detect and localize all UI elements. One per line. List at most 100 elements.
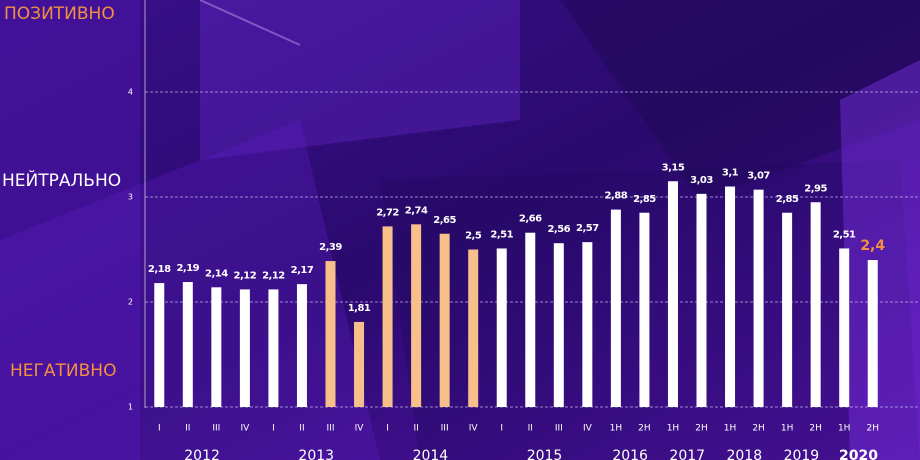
- year-label: 2015: [527, 448, 563, 460]
- year-label: 2019: [784, 448, 820, 460]
- bar: [782, 212, 793, 407]
- year-label: 2017: [669, 448, 705, 460]
- bar: [810, 202, 821, 407]
- bar: [354, 321, 365, 407]
- bar: [610, 209, 621, 407]
- year-label: 2016: [612, 448, 648, 460]
- bar: [525, 232, 536, 407]
- value-label: 2,51: [490, 229, 513, 240]
- bar: [325, 261, 336, 407]
- value-label: 2,85: [776, 194, 799, 205]
- bar: [553, 243, 564, 407]
- zone-label: НЕЙТРАЛЬНО: [2, 169, 121, 191]
- value-label: 2,85: [633, 194, 656, 205]
- bar: [296, 284, 307, 407]
- value-label: 2,12: [234, 270, 257, 281]
- bar: [382, 226, 393, 407]
- y-tick-label: 1: [128, 403, 133, 412]
- bg-shape: [840, 60, 920, 460]
- value-label: 3,1: [722, 168, 739, 179]
- x-tick-label: I: [386, 424, 389, 434]
- x-tick-label: 1H: [610, 424, 623, 434]
- y-tick-label: 4: [128, 88, 133, 97]
- x-tick-label: 2H: [752, 424, 765, 434]
- value-label: 2,95: [804, 183, 827, 194]
- bg-shape: [560, 0, 920, 200]
- bar: [725, 186, 736, 407]
- x-tick-label: 2H: [866, 424, 879, 434]
- zone-label: НЕГАТИВНО: [10, 361, 116, 381]
- bar: [496, 248, 507, 407]
- bar: [268, 289, 279, 407]
- x-tick-label: 1H: [781, 424, 794, 434]
- bg-streak: [199, 0, 301, 46]
- x-tick-label: 1H: [724, 424, 737, 434]
- value-label: 2,65: [433, 215, 456, 226]
- value-label: 2,17: [291, 265, 314, 276]
- x-tick-label: III: [555, 424, 563, 434]
- bg-shape: [380, 160, 920, 460]
- bar: [639, 212, 650, 407]
- value-label: 1,81: [348, 303, 371, 314]
- x-tick-label: IV: [240, 424, 250, 434]
- x-tick-label: III: [327, 424, 335, 434]
- value-label: 3,07: [747, 171, 770, 182]
- bar: [182, 282, 193, 407]
- bar: [154, 283, 165, 407]
- x-tick-label: I: [272, 424, 275, 434]
- value-label: 2,66: [519, 214, 542, 225]
- value-label: 2,14: [205, 268, 228, 279]
- x-tick-label: II: [185, 424, 190, 434]
- x-tick-label: 1H: [838, 424, 851, 434]
- value-label: 2,88: [605, 191, 628, 202]
- value-label: 3,03: [690, 175, 713, 186]
- x-tick-label: 2H: [809, 424, 822, 434]
- value-label: 2,51: [833, 229, 856, 240]
- value-label: 2,56: [547, 224, 570, 235]
- bar: [411, 224, 422, 407]
- value-label: 2,19: [176, 263, 199, 274]
- x-tick-label: 2H: [695, 424, 708, 434]
- bar: [582, 242, 593, 407]
- bar: [867, 260, 878, 407]
- bar: [839, 248, 850, 407]
- bar: [211, 287, 222, 407]
- bar: [753, 189, 764, 407]
- value-label: 2,72: [376, 207, 399, 218]
- value-label: 2,5: [465, 231, 482, 242]
- x-tick-label: III: [212, 424, 220, 434]
- value-label: 2,74: [405, 205, 428, 216]
- value-label: 2,12: [262, 270, 285, 281]
- x-tick-label: II: [299, 424, 304, 434]
- x-tick-label: I: [158, 424, 161, 434]
- bg-shape: [200, 0, 520, 160]
- bg-shape: [0, 0, 140, 460]
- bar: [667, 181, 678, 407]
- x-tick-label: IV: [583, 424, 593, 434]
- bar: [439, 233, 450, 407]
- zone-label: ПОЗИТИВНО: [4, 4, 115, 24]
- value-label: 2,57: [576, 223, 599, 234]
- x-tick-label: II: [528, 424, 533, 434]
- x-tick-label: 2H: [638, 424, 651, 434]
- year-label: 2014: [413, 448, 449, 460]
- value-label: 2,18: [148, 264, 171, 275]
- year-label: 2020: [839, 448, 878, 460]
- x-tick-label: III: [441, 424, 449, 434]
- value-label: 2,4: [860, 238, 885, 254]
- value-label: 2,39: [319, 242, 342, 253]
- y-tick-label: 2: [128, 298, 133, 307]
- year-label: 2012: [184, 448, 220, 460]
- year-label: 2013: [298, 448, 334, 460]
- x-tick-label: 1H: [667, 424, 680, 434]
- bar: [696, 193, 707, 407]
- x-tick-label: IV: [355, 424, 365, 434]
- year-label: 2018: [726, 448, 762, 460]
- x-tick-label: IV: [469, 424, 479, 434]
- value-label: 3,15: [662, 162, 685, 173]
- x-tick-label: I: [500, 424, 503, 434]
- x-tick-label: II: [413, 424, 418, 434]
- y-tick-label: 3: [128, 193, 133, 202]
